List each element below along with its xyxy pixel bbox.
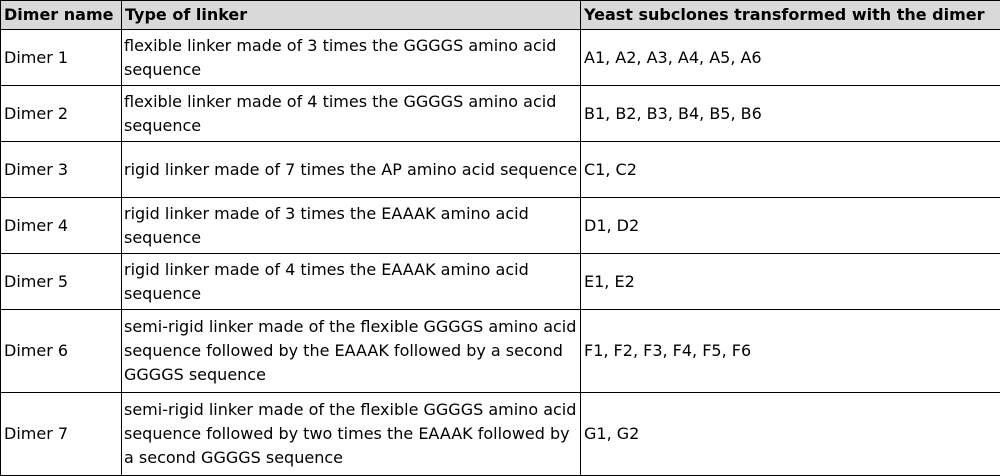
dimer-name-cell: Dimer 7 <box>1 393 122 476</box>
dimer-name-cell: Dimer 1 <box>1 30 122 86</box>
table-row: Dimer 1 flexible linker made of 3 times … <box>1 30 1000 86</box>
subclones-cell: G1, G2 <box>581 393 1000 476</box>
subclones-cell: D1, D2 <box>581 198 1000 254</box>
table-row: Dimer 7 semi-rigid linker made of the fl… <box>1 393 1000 476</box>
linker-cell: flexible linker made of 3 times the GGGG… <box>122 30 581 86</box>
header-dimer-name: Dimer name <box>1 1 122 30</box>
dimer-name-cell: Dimer 4 <box>1 198 122 254</box>
linker-cell: semi-rigid linker made of the flexible G… <box>122 310 581 393</box>
subclones-cell: C1, C2 <box>581 142 1000 198</box>
linker-cell: flexible linker made of 4 times the GGGG… <box>122 86 581 142</box>
table-row: Dimer 6 semi-rigid linker made of the fl… <box>1 310 1000 393</box>
table-row: Dimer 2 flexible linker made of 4 times … <box>1 86 1000 142</box>
linker-cell: semi-rigid linker made of the flexible G… <box>122 393 581 476</box>
header-row: Dimer name Type of linker Yeast subclone… <box>1 1 1000 30</box>
linker-cell: rigid linker made of 4 times the EAAAK a… <box>122 254 581 310</box>
subclones-cell: B1, B2, B3, B4, B5, B6 <box>581 86 1000 142</box>
header-linker-type: Type of linker <box>122 1 581 30</box>
table-row: Dimer 5 rigid linker made of 4 times the… <box>1 254 1000 310</box>
dimer-name-cell: Dimer 2 <box>1 86 122 142</box>
subclones-cell: A1, A2, A3, A4, A5, A6 <box>581 30 1000 86</box>
dimer-name-cell: Dimer 5 <box>1 254 122 310</box>
subclones-cell: F1, F2, F3, F4, F5, F6 <box>581 310 1000 393</box>
subclones-cell: E1, E2 <box>581 254 1000 310</box>
dimer-name-cell: Dimer 3 <box>1 142 122 198</box>
header-subclones: Yeast subclones transformed with the dim… <box>581 1 1000 30</box>
table-row: Dimer 4 rigid linker made of 3 times the… <box>1 198 1000 254</box>
dimer-name-cell: Dimer 6 <box>1 310 122 393</box>
linker-cell: rigid linker made of 3 times the EAAAK a… <box>122 198 581 254</box>
linker-cell: rigid linker made of 7 times the AP amin… <box>122 142 581 198</box>
table-row: Dimer 3 rigid linker made of 7 times the… <box>1 142 1000 198</box>
